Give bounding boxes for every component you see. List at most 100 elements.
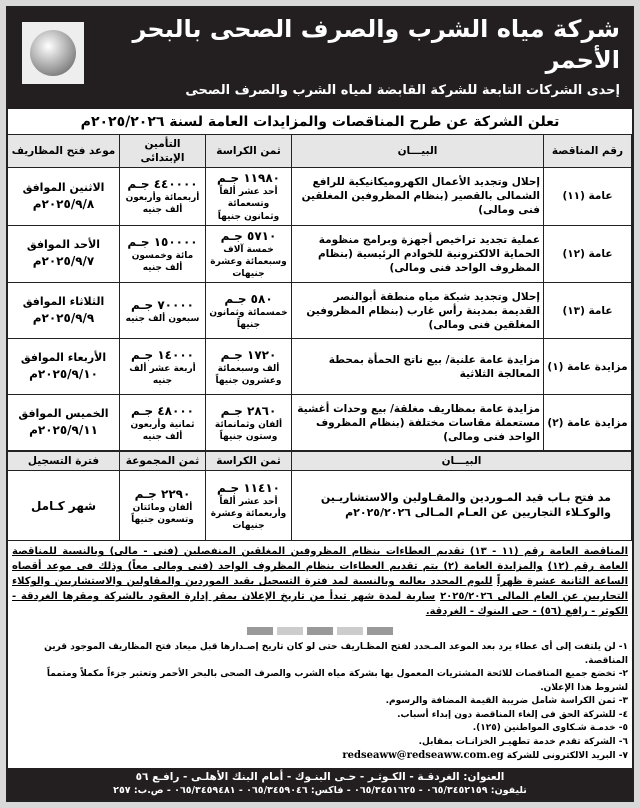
- amount: ٤٤٠٠٠٠ جـم: [127, 177, 198, 192]
- registration-fee: ١١٤١٠ جـم أحد عشر ألفاً وأربعمائة وعشرة ج…: [205, 470, 292, 542]
- day: الخميس الموافق: [18, 407, 109, 421]
- date: ٢٠٢٥/٩/٨م: [32, 196, 95, 211]
- opening-date: الخميس الموافق ٢٠٢٥/٩/١١م: [7, 394, 120, 452]
- date: ٢٠٢٥/٩/٧م: [32, 254, 95, 269]
- footer-address: العنوان: الغردقـة - الكـوثـر - حـى البنـ…: [135, 770, 505, 783]
- tender-description: مزايدة عامة علنية/ بيع ناتج الحمأة بمحطة…: [291, 338, 544, 396]
- company-title: شركة مياه الشرب والصرف الصحى بالبحر الأح…: [132, 15, 621, 75]
- table-row: مد فتح بـاب قيد المـوردين والمقـاولين وا…: [7, 470, 632, 542]
- day: الثلاثاء الموافق: [22, 295, 105, 309]
- notes-list: ١- لن يلتفت إلى أى عطاء يرد بعد الموعد ا…: [8, 641, 632, 768]
- note-item: ٣- ثمن الكراسة شامل ضريبة القيمة المضافة…: [385, 696, 628, 707]
- amount-words: أحد عشر ألفاً وتسعمائة وثمانون جنيهاً: [217, 187, 280, 222]
- day: الاثنين الموافق: [22, 180, 105, 194]
- amount-words: أحد عشر ألفاً وأربعمائة وعشرة جنيهات: [210, 496, 287, 532]
- announcement-heading: تعلن الشركة عن طرح المناقصات والمزايدات …: [80, 113, 560, 130]
- amount: ٥٨٠ جـم: [224, 291, 273, 306]
- opening-date: الاثنين الموافق ٢٠٢٥/٩/٨م: [7, 167, 120, 226]
- registration-description: مد فتح بـاب قيد المـوردين والمقـاولين وا…: [291, 470, 632, 542]
- email-link[interactable]: redseaww@redseaww.com.eg: [342, 750, 504, 762]
- date: ٢٠٢٥/٩/١١م: [29, 423, 98, 438]
- paragraph-line: المناقصة العامة رقم (١١ - ١٣) تقديم العط…: [12, 546, 629, 573]
- paragraph-line: والمزايدة العامة (٢) يتم تقديم العطاءات …: [12, 561, 628, 588]
- amount: ٢٨٦٠ جـم: [220, 403, 277, 418]
- header-cell: رقم المناقصة: [543, 133, 632, 169]
- tender-description: عملية تجديد تراخيص أجهزة وبرامج منظومة ا…: [291, 224, 544, 284]
- booklet-price: ١٧٢٠ جـم ألف وسبعمائة وعشرون جنيهاً: [205, 338, 292, 396]
- amount-words: ثمانية وأربعون ألف جنيه: [130, 419, 195, 442]
- footer-band: العنوان: الغردقـة - الكـوثـر - حـى البنـ…: [8, 767, 632, 800]
- tender-number: عامة (١٢): [543, 224, 632, 284]
- paragraph-line: سارية لمدة شهر تبدأ من تاريخ الإعلان بمق…: [12, 591, 628, 618]
- amount-words: ألفان ومائتان وتسعون جنيهاً: [131, 502, 194, 526]
- tender-number: عامة (١١): [543, 167, 632, 226]
- header-cell: ثمن الكراسة: [205, 451, 292, 472]
- tender-number: عامة (١٣): [543, 282, 632, 340]
- initial-deposit: ٤٤٠٠٠٠ جـم أربعمائة وأربعون ألف جنيه: [119, 167, 206, 226]
- tenders-table: رقم المناقصة البيـــان ثمن الكراسة التأم…: [7, 133, 632, 452]
- table-header-row: البيـــان ثمن الكراسة ثمن المجموعة فترة …: [7, 451, 632, 472]
- advertisement: شركة مياه الشرب والصرف الصحى بالبحر الأح…: [6, 6, 634, 802]
- table-row: مزايدة عامة (٢) مزايدة عامة بمظاريف مغلقة…: [7, 394, 632, 452]
- amount: ٧٠٠٠٠ جـم: [131, 297, 194, 312]
- date: ٢٠٢٥/٩/١٠م: [29, 367, 98, 382]
- initial-deposit: ١٤٠٠٠ جـم أربعة عشر ألف جنيه: [119, 338, 206, 396]
- amount: ٢٢٩٠ جـم: [134, 486, 191, 501]
- globe-logo-icon: [30, 30, 76, 76]
- day: الأحد الموافق: [26, 238, 101, 252]
- opening-date: الأربعاء الموافق ٢٠٢٥/٩/١٠م: [7, 338, 120, 396]
- amount-words: خمسة آلاف وسبعمائة وعشرة جنيهات: [210, 244, 287, 280]
- booklet-price: ٥٨٠ جـم خمسمائة وثمانون جنيهاً: [205, 282, 292, 340]
- tender-number: مزايدة عامة (٢): [543, 394, 632, 452]
- note-label: ٧- البريد الالكترونى للشركة: [506, 751, 628, 762]
- note-item: ٢- تخضع جميع المناقصات للائحة المشتريات …: [46, 669, 628, 693]
- note-item: ١- لن يلتفت إلى أى عطاء يرد بعد الموعد ا…: [44, 642, 628, 666]
- booklet-price: ٢٨٦٠ جـم ألفان وثمانمائة وستون جنيهاً: [205, 394, 292, 452]
- registration-table: البيـــان ثمن الكراسة ثمن المجموعة فترة …: [7, 451, 632, 542]
- separator: [8, 627, 632, 636]
- header-band: شركة مياه الشرب والصرف الصحى بالبحر الأح…: [8, 8, 632, 109]
- table-header-row: رقم المناقصة البيـــان ثمن الكراسة التأم…: [7, 133, 632, 169]
- amount: ٥٧١٠ جـم: [220, 228, 277, 243]
- amount-words: خمسمائة وثمانون جنيهاً: [209, 307, 288, 330]
- amount: ٤٨٠٠٠ جـم: [131, 403, 194, 418]
- table-row: عامة (١١) إحلال وتجديد الأعمال الكهروميكا…: [7, 167, 632, 226]
- booklet-price: ٥٧١٠ جـم خمسة آلاف وسبعمائة وعشرة جنيهات: [205, 224, 292, 284]
- note-item: ٤- للشركة الحق فى إلغاء المناقصة دون إبد…: [397, 709, 628, 720]
- header-cell: ثمن المجموعة: [119, 451, 206, 472]
- amount: ١٤٠٠٠ جـم: [131, 347, 194, 362]
- footer-phones: تليفون: ٠٦٥/٣٤٥٢١٥٩ - ٠٦٥/٣٤٥١٦٢٥ - فاكس…: [113, 784, 527, 796]
- initial-deposit: ١٥٠٠٠٠ جـم مائة وخمسون ألف جنيه: [119, 224, 206, 284]
- paragraph-line: لليوم المحدد بعاليه وبالنسبة لمد فترة ال…: [12, 576, 629, 603]
- amount: ١٧٢٠ جـم: [220, 347, 277, 362]
- header-cell: فترة التسجيل: [7, 451, 120, 472]
- tender-description: إحلال وتجديد الأعمال الكهروميكانيكية للر…: [291, 167, 544, 226]
- table-row: مزايدة عامة (١) مزايدة عامة علنية/ بيع نا…: [7, 338, 632, 396]
- registration-period: شهر كـامل: [7, 470, 120, 542]
- company-subtitle: إحدى الشركات التابعة للشركة القابضة لميا…: [185, 83, 620, 99]
- tender-description: إحلال وتجديد شبكة مياه منطقة أبوالنصر ال…: [291, 282, 544, 340]
- header-cell: البيـــان: [291, 133, 544, 169]
- note-item: ٦- الشركة تقدم خدمة تطهيـر الخزانـات بمق…: [418, 736, 628, 747]
- group-price: ٢٢٩٠ جـم ألفان ومائتان وتسعون جنيهاً: [119, 470, 206, 542]
- company-logo: [22, 22, 84, 84]
- booklet-price: ١١٩٨٠ جـم أحد عشر ألفاً وتسعمائة وثمانون …: [205, 167, 292, 226]
- initial-deposit: ٤٨٠٠٠ جـم ثمانية وأربعون ألف جنيه: [119, 394, 206, 452]
- amount-words: أربعة عشر ألف جنيه: [129, 363, 196, 386]
- note-item: ٧- البريد الالكترونى للشركة redseaww@red…: [12, 749, 628, 764]
- header-cell: موعد فتح المظاريف: [7, 133, 120, 169]
- day: الأربعاء الموافق: [20, 351, 107, 365]
- note-item: ٥- خدمـة شـكاوى المواطنين (١٢٥).: [472, 723, 628, 734]
- amount: ١١٤١٠ جـم: [217, 480, 280, 495]
- amount: ١١٩٨٠ جـم: [217, 171, 280, 186]
- opening-date: الأحد الموافق ٢٠٢٥/٩/٧م: [7, 224, 120, 284]
- amount-words: أربعمائة وأربعون ألف جنيه: [125, 193, 200, 216]
- amount-words: مائة وخمسون ألف جنيه: [131, 250, 194, 274]
- amount: ١٥٠٠٠٠ جـم: [127, 234, 198, 249]
- header-cell: البيـــان: [291, 451, 632, 472]
- table-row: عامة (١٣) إحلال وتجديد شبكة مياه منطقة أب…: [7, 282, 632, 340]
- header-cell: ثمن الكراسة: [205, 133, 292, 169]
- tender-description: مزايدة عامة بمظاريف مغلقة/ بيع وحدات أغش…: [291, 394, 544, 452]
- amount-words: سبعون ألف جنيه: [125, 313, 200, 324]
- table-row: عامة (١٢) عملية تجديد تراخيص أجهزة وبرامج…: [7, 224, 632, 284]
